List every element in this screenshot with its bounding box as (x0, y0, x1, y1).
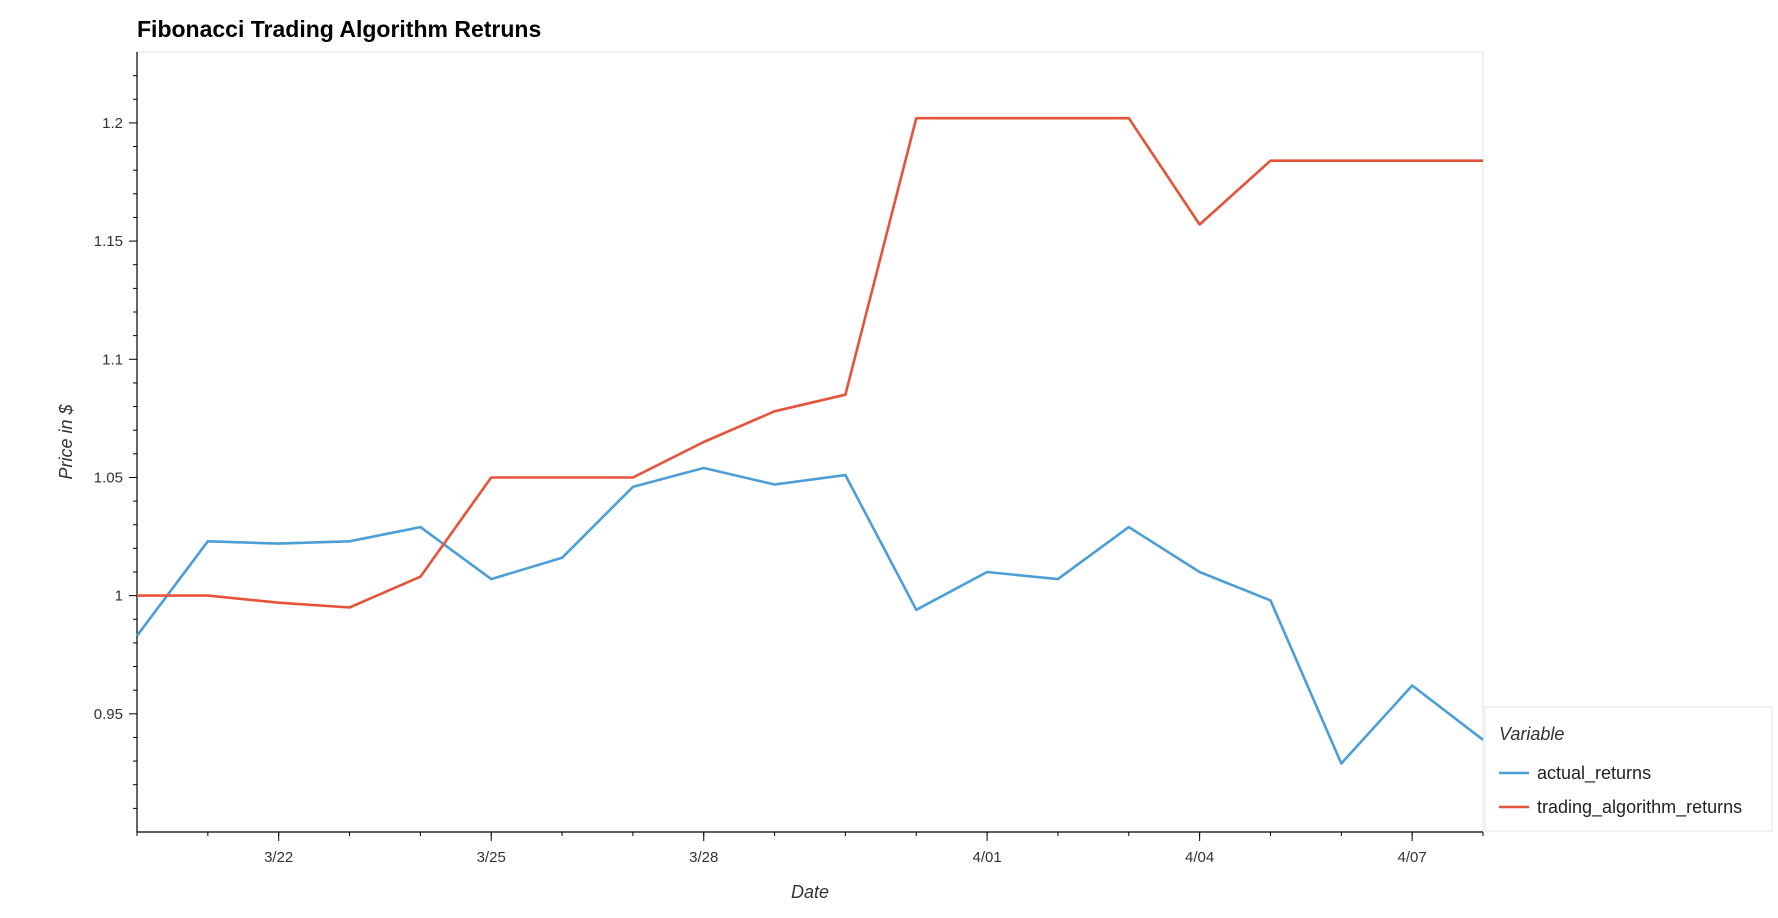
x-tick-label: 3/28 (689, 849, 718, 866)
y-axis-label: Price in $ (56, 404, 76, 480)
series-line-actual-returns (135, 466, 1484, 765)
x-tick-label: 4/01 (973, 849, 1002, 866)
x-axis-label: Date (791, 882, 829, 902)
y-tick-label: 1.05 (94, 469, 123, 486)
legend-label: actual_returns (1537, 763, 1651, 784)
y-axis: 0.95 1 1.05 1.1 1.15 1.2 (94, 75, 137, 809)
plot-frame (136, 51, 1484, 833)
series-layer (135, 116, 1484, 765)
x-axis: 3/22 3/25 3/28 4/01 4/04 4/07 (136, 832, 1484, 866)
legend: Variable actual_returns trading_algorithm… (1484, 706, 1773, 832)
x-tick-label: 3/25 (477, 849, 506, 866)
y-tick-label: 1 (115, 588, 123, 605)
x-tick-label: 4/04 (1185, 849, 1214, 866)
x-tick-label: 4/07 (1398, 849, 1427, 866)
legend-title: Variable (1499, 724, 1564, 744)
y-tick-label: 0.95 (94, 706, 123, 723)
x-tick-label: 3/22 (264, 849, 293, 866)
y-tick-label: 1.15 (94, 233, 123, 250)
legend-box (1484, 706, 1773, 832)
y-tick-label: 1.1 (102, 351, 123, 368)
y-tick-label: 1.2 (102, 115, 123, 132)
chart-title: Fibonacci Trading Algorithm Retruns (137, 16, 542, 42)
legend-label: trading_algorithm_returns (1537, 797, 1742, 818)
series-line-trading-algorithm-returns (137, 116, 1483, 609)
